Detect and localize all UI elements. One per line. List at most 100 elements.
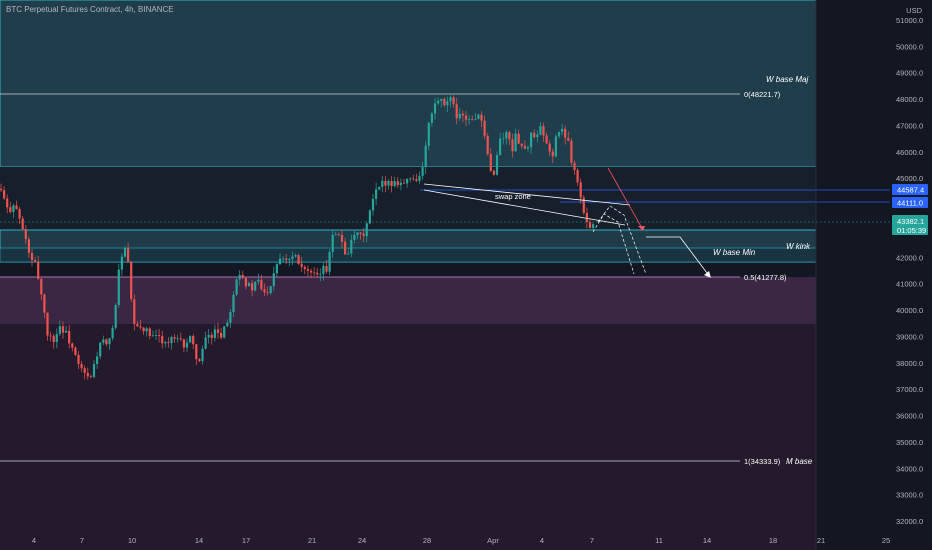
swap-zone-upper[interactable] — [423, 183, 631, 206]
candle-down[interactable] — [306, 269, 309, 271]
candle-up[interactable] — [495, 154, 499, 175]
candle-down[interactable] — [195, 344, 198, 360]
candle-down[interactable] — [390, 180, 393, 187]
candle-down[interactable] — [18, 208, 21, 219]
candle-up[interactable] — [474, 119, 477, 120]
candle-down[interactable] — [548, 143, 551, 152]
candle-up[interactable] — [291, 256, 294, 260]
candle-up[interactable] — [514, 133, 517, 152]
candle-down[interactable] — [161, 336, 164, 344]
candle-down[interactable] — [567, 137, 570, 141]
candle-up[interactable] — [536, 134, 539, 138]
candle-down[interactable] — [452, 97, 455, 105]
candle-up[interactable] — [557, 131, 561, 137]
candle-up[interactable] — [371, 198, 375, 211]
candle-up[interactable] — [185, 342, 189, 348]
candle-up[interactable] — [539, 126, 542, 135]
candle-down[interactable] — [415, 179, 418, 181]
candle-up[interactable] — [446, 101, 449, 106]
candle-down[interactable] — [198, 359, 201, 362]
candle-down[interactable] — [37, 261, 40, 279]
candle-up[interactable] — [437, 100, 440, 104]
candle-down[interactable] — [313, 272, 316, 274]
candle-up[interactable] — [365, 223, 368, 237]
candle-up[interactable] — [12, 205, 15, 212]
candle-down[interactable] — [34, 260, 37, 262]
candle-down[interactable] — [241, 274, 244, 278]
candle-down[interactable] — [585, 213, 588, 222]
candle-down[interactable] — [483, 120, 486, 136]
candle-up[interactable] — [334, 234, 337, 236]
candle-down[interactable] — [136, 323, 139, 327]
fib-05-zone[interactable] — [0, 277, 816, 324]
candle-down[interactable] — [551, 151, 554, 157]
candle-up[interactable] — [440, 98, 443, 101]
candle-down[interactable] — [71, 343, 74, 348]
candle-down[interactable] — [489, 154, 492, 171]
candle-up[interactable] — [238, 274, 241, 280]
candle-up[interactable] — [406, 178, 409, 184]
candle-down[interactable] — [192, 336, 195, 345]
candle-up[interactable] — [99, 342, 102, 357]
candle-down[interactable] — [486, 135, 489, 155]
candle-up[interactable] — [561, 128, 564, 132]
candle-down[interactable] — [68, 330, 71, 344]
candle-up[interactable] — [223, 326, 226, 338]
candle-down[interactable] — [402, 182, 406, 184]
candle-up[interactable] — [275, 264, 278, 274]
candle-down[interactable] — [517, 133, 520, 144]
m-base-zone[interactable] — [0, 324, 816, 550]
candle-down[interactable] — [179, 338, 182, 340]
candle-down[interactable] — [396, 181, 399, 186]
candle-up[interactable] — [247, 283, 251, 287]
candle-up[interactable] — [322, 265, 325, 275]
candle-down[interactable] — [40, 278, 43, 295]
candle-down[interactable] — [523, 145, 526, 149]
candle-down[interactable] — [105, 339, 108, 345]
candle-down[interactable] — [182, 339, 185, 348]
candle-down[interactable] — [24, 229, 27, 240]
candle-down[interactable] — [173, 337, 176, 339]
candle-down[interactable] — [455, 104, 458, 119]
candle-up[interactable] — [65, 330, 68, 333]
candle-down[interactable] — [579, 182, 582, 198]
candle-down[interactable] — [49, 335, 52, 337]
candle-up[interactable] — [269, 286, 272, 294]
kink-path[interactable] — [646, 236, 711, 278]
candle-up[interactable] — [55, 333, 58, 343]
candle-up[interactable] — [207, 334, 210, 338]
candle-down[interactable] — [337, 234, 340, 236]
candle-up[interactable] — [424, 145, 427, 168]
candle-down[interactable] — [142, 327, 145, 332]
candle-up[interactable] — [353, 235, 356, 240]
candle-up[interactable] — [151, 335, 154, 337]
candle-down[interactable] — [21, 218, 24, 230]
candle-down[interactable] — [3, 190, 6, 199]
candle-up[interactable] — [114, 305, 117, 328]
candle-down[interactable] — [6, 198, 9, 208]
candle-up[interactable] — [319, 274, 322, 275]
candle-up[interactable] — [418, 175, 421, 181]
candle-down[interactable] — [27, 239, 30, 253]
candle-up[interactable] — [433, 103, 437, 114]
candle-down[interactable] — [263, 289, 266, 293]
candle-down[interactable] — [471, 119, 474, 120]
candle-up[interactable] — [229, 311, 232, 323]
candle-up[interactable] — [257, 279, 260, 282]
candle-down[interactable] — [588, 221, 592, 228]
candle-down[interactable] — [30, 252, 34, 261]
candle-down[interactable] — [340, 234, 344, 242]
candle-down[interactable] — [0, 188, 3, 191]
candle-up[interactable] — [204, 337, 207, 349]
candle-up[interactable] — [235, 279, 238, 295]
candle-down[interactable] — [480, 114, 483, 121]
candle-up[interactable] — [368, 210, 371, 224]
candle-down[interactable] — [511, 139, 514, 152]
level-a-tag[interactable] — [892, 184, 928, 195]
candle-down[interactable] — [412, 178, 415, 180]
candle-down[interactable] — [52, 335, 55, 343]
candle-up[interactable] — [170, 337, 173, 344]
candle-up[interactable] — [120, 256, 123, 270]
candle-up[interactable] — [477, 114, 480, 120]
